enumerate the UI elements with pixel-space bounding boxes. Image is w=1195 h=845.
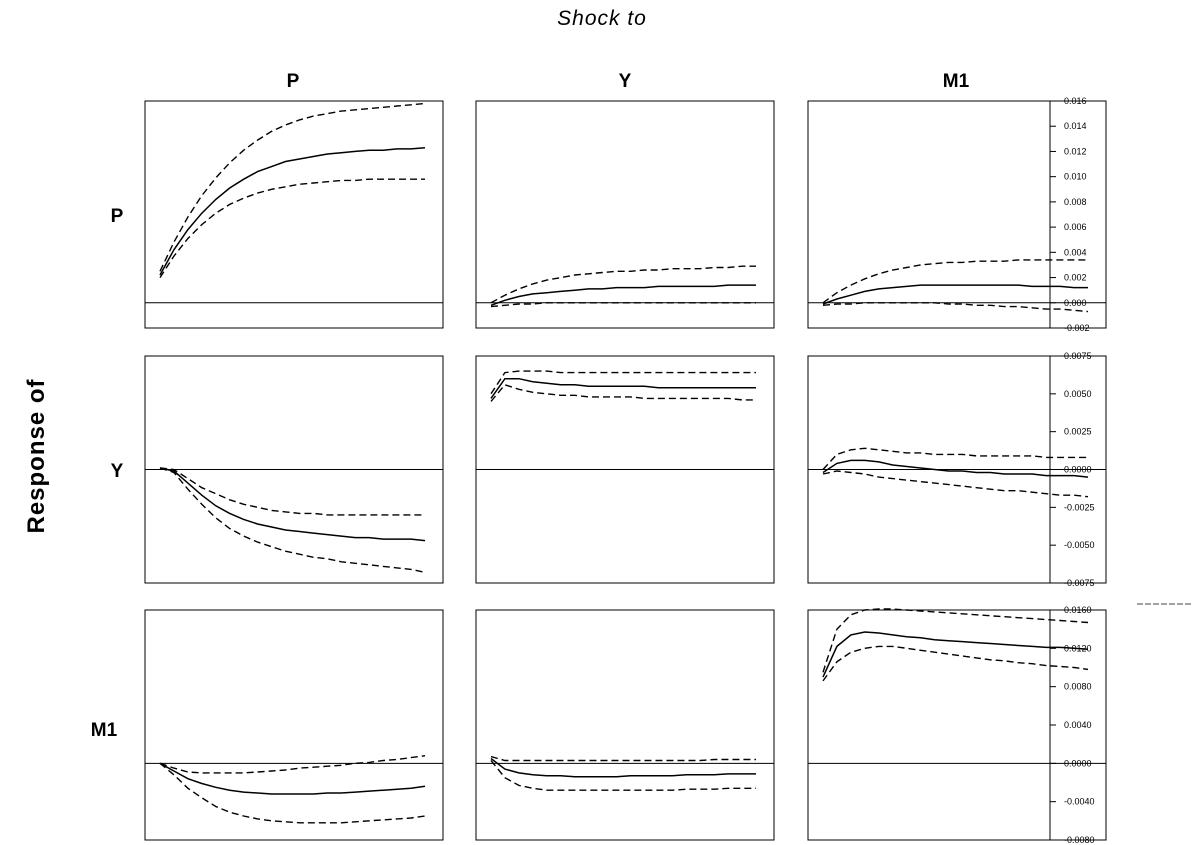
lower-band-line — [822, 645, 1089, 682]
lower-band-line — [822, 302, 1089, 313]
column-label-y: Y — [619, 71, 632, 92]
panel-frame — [475, 100, 775, 329]
y-axis-y: 0.0075 0.0050 0.0025 0.0000 -0.0025 -0.0050 -0… — [1049, 351, 1095, 588]
row-label-y: Y — [111, 461, 124, 482]
y-tick-label: -0.002 — [1064, 323, 1090, 333]
y-tick-label: 0.0000 — [1064, 758, 1092, 768]
panel-frame — [807, 609, 1107, 841]
upper-band-line — [159, 102, 426, 272]
row-label-p: P — [111, 206, 124, 227]
panel-p-m1 — [807, 100, 1107, 329]
lower-band-line — [159, 762, 426, 824]
y-tick-label: -0.0040 — [1064, 797, 1095, 807]
response-line — [822, 284, 1088, 305]
panel-m1-p — [144, 609, 444, 841]
upper-band-line — [822, 447, 1088, 470]
panel-m1-y — [475, 609, 775, 841]
lower-band-line — [490, 302, 756, 308]
response-line — [490, 284, 756, 307]
upper-band-line — [822, 608, 1089, 673]
y-tick-label: 0.0000 — [1064, 465, 1092, 475]
panel-y-y — [475, 355, 775, 584]
panel-frame — [144, 100, 444, 329]
upper-band-line — [490, 755, 756, 762]
y-tick-label: 0.0025 — [1064, 427, 1092, 437]
panels-layer: 0.016 0.014 0.012 0.010 0.008 0.006 0.004 0.002… — [144, 96, 1107, 845]
panel-p-y — [475, 100, 775, 329]
row-label-m1: M1 — [91, 720, 118, 741]
panel-y-p — [144, 355, 444, 584]
y-tick-label: 0.0050 — [1064, 389, 1092, 399]
y-tick-label: 0.014 — [1064, 121, 1087, 131]
y-tick-label: 0.002 — [1064, 273, 1087, 283]
y-tick-label: 0.010 — [1064, 172, 1087, 182]
column-label-m1: M1 — [943, 71, 970, 92]
y-tick-label: 0.000 — [1064, 298, 1087, 308]
response-line — [159, 762, 426, 795]
y-tick-label: 0.0160 — [1064, 605, 1092, 615]
upper-band-line — [159, 467, 425, 516]
y-tick-label: 0.008 — [1064, 197, 1087, 207]
panel-m1-m1 — [807, 608, 1107, 841]
lower-band-line — [490, 760, 756, 791]
y-tick-label: 0.012 — [1064, 146, 1087, 156]
y-tick-label: 0.006 — [1064, 222, 1087, 232]
y-tick-label: 0.0120 — [1064, 643, 1092, 653]
lower-band-line — [822, 470, 1089, 498]
panel-frame — [475, 609, 775, 841]
upper-band-line — [822, 259, 1088, 304]
upper-band-line — [490, 370, 756, 395]
y-tick-label: -0.0075 — [1064, 578, 1095, 588]
response-line — [490, 377, 756, 399]
y-tick-label: 0.0080 — [1064, 682, 1092, 692]
panel-frame — [144, 609, 444, 841]
column-label-p: P — [287, 71, 300, 92]
y-tick-label: 0.004 — [1064, 247, 1087, 257]
y-axis-title: Response of — [23, 378, 50, 533]
upper-band-line — [159, 755, 426, 774]
response-line — [822, 459, 1089, 478]
y-tick-label: -0.0080 — [1064, 835, 1095, 845]
panel-p-p — [144, 100, 444, 329]
chart-title: Shock to — [557, 7, 647, 30]
y-tick-label: 0.0040 — [1064, 720, 1092, 730]
panel-frame — [807, 100, 1107, 329]
y-tick-label: -0.0025 — [1064, 502, 1095, 512]
y-tick-label: -0.0050 — [1064, 540, 1095, 550]
response-line — [159, 467, 426, 542]
y-tick-label: 0.0075 — [1064, 351, 1092, 361]
upper-band-line — [490, 265, 756, 304]
response-line — [822, 631, 1089, 678]
panel-y-m1 — [807, 355, 1107, 584]
y-axis-p: 0.016 0.014 0.012 0.010 0.008 0.006 0.004 0.002… — [1049, 96, 1090, 333]
response-line — [490, 757, 756, 778]
lower-band-line — [159, 178, 425, 278]
y-tick-label: 0.016 — [1064, 96, 1087, 106]
y-axis-m1: 0.0160 0.0120 0.0080 0.0040 0.0000 -0.0040 -0.… — [1049, 605, 1095, 845]
lower-band-line — [159, 467, 426, 574]
response-line — [159, 146, 426, 276]
